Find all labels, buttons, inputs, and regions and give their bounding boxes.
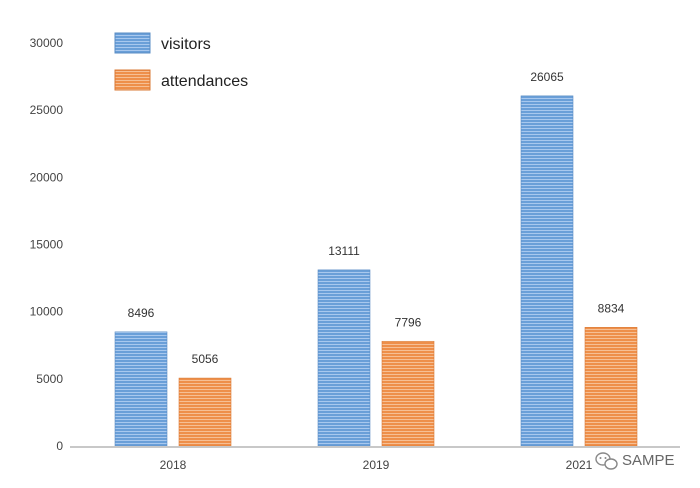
legend-item-visitors: visitors [114, 32, 211, 54]
x-tick-label: 2021 [566, 458, 593, 472]
legend-swatch-attendances [114, 69, 151, 91]
y-tick-label: 25000 [30, 103, 64, 117]
data-label-attendances-2018: 5056 [192, 352, 219, 366]
legend-item-attendances: attendances [114, 69, 248, 91]
x-tick-label: 2018 [160, 458, 187, 472]
bar-attendances-2019 [381, 340, 435, 447]
data-label-attendances-2021: 8834 [598, 301, 625, 315]
legend-label-visitors: visitors [161, 36, 211, 53]
watermark-text: SAMPE [622, 452, 675, 469]
y-tick-label: 10000 [30, 305, 64, 319]
data-label-visitors-2018: 8496 [128, 306, 155, 320]
data-label-visitors-2019: 13111 [328, 244, 360, 258]
y-tick-label: 20000 [30, 170, 64, 184]
bar-attendances-2018 [178, 377, 232, 447]
data-label-visitors-2021: 26065 [530, 70, 564, 84]
legend: visitors attendances [114, 32, 248, 91]
bar-visitors-2018 [114, 331, 168, 447]
y-tick-label: 0 [56, 439, 63, 453]
bar-visitors-2021 [520, 95, 574, 447]
y-tick-label: 15000 [30, 238, 64, 252]
y-axis: 0 5000 10000 15000 20000 25000 30000 [30, 36, 64, 453]
y-tick-label: 5000 [36, 372, 63, 386]
bar-visitors-2019 [317, 269, 371, 447]
bars: 8496 5056 13111 7796 26065 8834 [114, 70, 638, 447]
y-tick-label: 30000 [30, 36, 64, 50]
legend-label-attendances: attendances [161, 73, 248, 90]
bar-attendances-2021 [584, 327, 638, 447]
x-tick-labels: 2018 2019 2021 [160, 458, 593, 472]
x-tick-label: 2019 [363, 458, 390, 472]
data-label-attendances-2019: 7796 [395, 315, 422, 329]
legend-swatch-visitors [114, 32, 151, 54]
wechat-icon [595, 452, 618, 470]
watermark: SAMPE [595, 452, 675, 470]
